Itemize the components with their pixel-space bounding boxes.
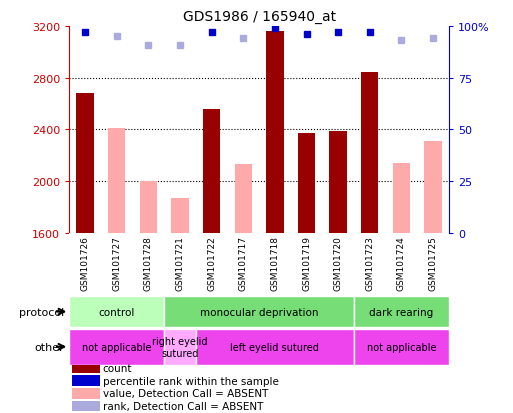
Text: count: count (103, 363, 132, 373)
Text: GSM101717: GSM101717 (239, 235, 248, 290)
Bar (298, 134, 315, 233)
Bar (72, 375, 100, 386)
Bar (76, 94, 94, 233)
Text: GSM101724: GSM101724 (397, 235, 406, 290)
Text: dark rearing: dark rearing (369, 307, 433, 317)
Bar (329, 131, 347, 233)
Text: other: other (34, 342, 64, 352)
Bar (72, 388, 100, 399)
Text: GSM101726: GSM101726 (81, 235, 90, 290)
Bar (69, 329, 164, 365)
Text: GSM101723: GSM101723 (365, 235, 374, 290)
Bar (164, 329, 196, 365)
Text: control: control (98, 307, 135, 317)
Bar (108, 129, 125, 233)
Text: protocol: protocol (19, 307, 64, 317)
Text: GSM101728: GSM101728 (144, 235, 153, 290)
Text: right eyelid
sutured: right eyelid sutured (152, 336, 208, 358)
Text: monocular deprivation: monocular deprivation (200, 307, 318, 317)
Text: rank, Detection Call = ABSENT: rank, Detection Call = ABSENT (103, 401, 263, 411)
Text: GSM101725: GSM101725 (428, 235, 438, 290)
Text: GSM101719: GSM101719 (302, 235, 311, 290)
Text: GSM101720: GSM101720 (333, 235, 343, 290)
Text: GSM101721: GSM101721 (175, 235, 185, 290)
Text: not applicable: not applicable (82, 342, 151, 352)
Bar (140, 182, 157, 233)
Text: left eyelid sutured: left eyelid sutured (230, 342, 319, 352)
Text: value, Detection Call = ABSENT: value, Detection Call = ABSENT (103, 389, 268, 399)
Bar (393, 164, 410, 233)
Text: GSM101727: GSM101727 (112, 235, 121, 290)
Bar (171, 199, 189, 233)
Bar (72, 363, 100, 373)
Bar (196, 329, 354, 365)
Bar (234, 165, 252, 233)
Bar (424, 142, 442, 233)
Text: GSM101722: GSM101722 (207, 235, 216, 290)
Bar (69, 296, 164, 328)
Text: GSM101718: GSM101718 (270, 235, 280, 290)
Bar (266, 32, 284, 233)
Title: GDS1986 / 165940_at: GDS1986 / 165940_at (183, 10, 336, 24)
Text: not applicable: not applicable (367, 342, 436, 352)
Bar (203, 109, 220, 233)
Bar (354, 329, 449, 365)
Bar (354, 296, 449, 328)
Bar (72, 401, 100, 411)
Bar (361, 74, 379, 233)
Bar (164, 296, 354, 328)
Text: percentile rank within the sample: percentile rank within the sample (103, 376, 279, 386)
